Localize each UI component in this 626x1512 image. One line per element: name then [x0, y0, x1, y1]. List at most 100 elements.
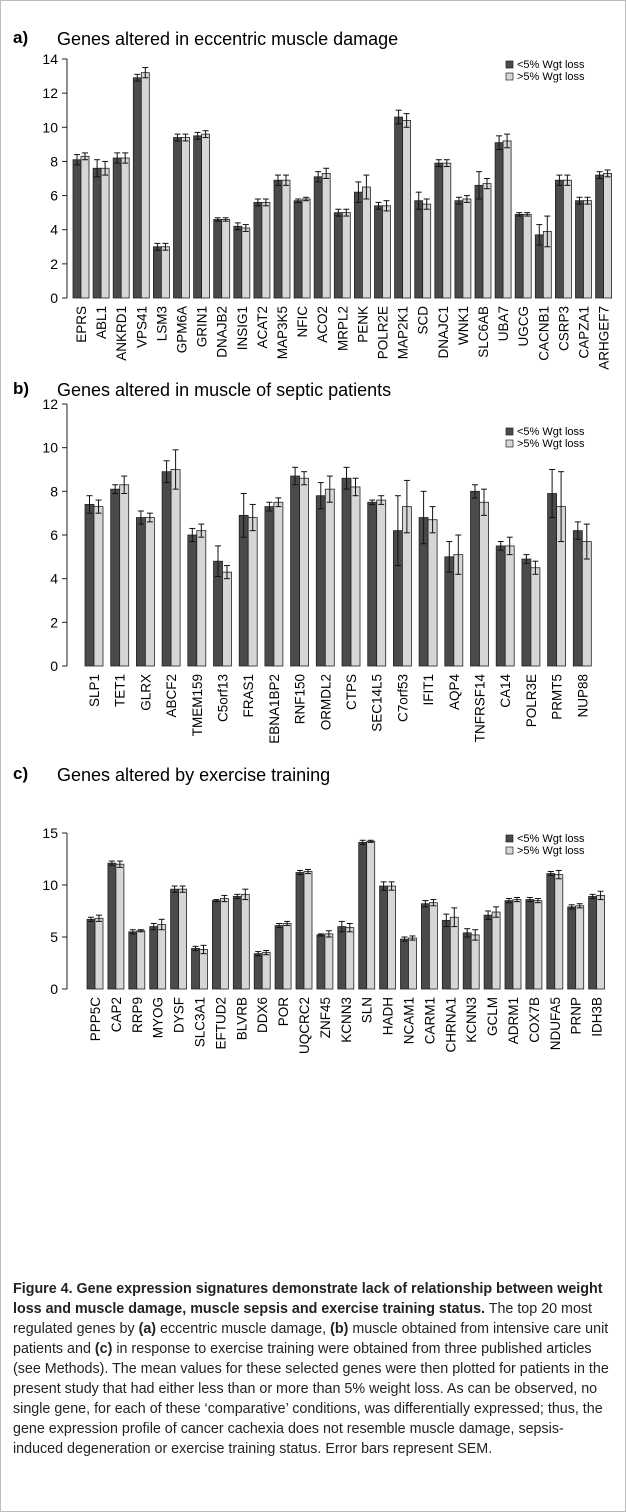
y-tick-label: 12	[42, 85, 58, 101]
bar-series-b	[321, 172, 331, 299]
chart-title: Genes altered in eccentric muscle damage	[57, 29, 398, 49]
panel-letter: b)	[13, 379, 29, 398]
caption-ref-a: (a)	[138, 1321, 157, 1337]
bar-series-b	[119, 484, 130, 667]
x-tick-label: EBNA1BP2	[267, 674, 282, 744]
bar-series-a	[295, 872, 305, 990]
y-tick-label: 10	[42, 440, 58, 456]
legend-swatch-a	[505, 60, 514, 69]
x-tick-label: INSIG1	[235, 306, 250, 350]
y-tick-label: 2	[50, 614, 58, 630]
x-tick-label: ARHGEF7	[597, 306, 612, 370]
bar-series-b	[382, 205, 391, 299]
bar-series-b	[247, 517, 258, 667]
bar-series-a	[495, 545, 506, 667]
bar-series-a	[253, 953, 263, 990]
legend-label-b: >5% Wgt loss	[517, 438, 585, 450]
y-tick-label: 0	[50, 981, 58, 997]
bar-series-a	[110, 488, 121, 667]
bar-series-a	[379, 885, 389, 990]
bar-series-b	[282, 923, 292, 990]
y-tick-label: 10	[42, 119, 58, 135]
x-tick-label: CA14	[498, 674, 513, 708]
bar-series-b	[479, 501, 489, 667]
x-tick-label: SCD	[416, 306, 431, 335]
y-tick-label: 4	[50, 571, 58, 587]
bar-series-a	[232, 896, 242, 990]
bar-series-a	[313, 176, 323, 299]
bar-series-a	[107, 862, 117, 990]
bar-series-b	[115, 863, 125, 990]
x-tick-label: VPS41	[134, 306, 149, 348]
bar-series-b	[241, 227, 251, 299]
x-tick-label: ACO2	[315, 306, 330, 343]
bar-series-b	[522, 213, 532, 299]
caption-text-3: muscle obtained from intensive care unit…	[13, 1321, 609, 1357]
bar-series-b	[366, 840, 376, 990]
bar-series-b	[387, 885, 397, 990]
bar-series-b	[94, 917, 104, 990]
x-tick-label: NDUFA5	[548, 997, 563, 1050]
figure-caption: Figure 4. Gene expression signatures dem…	[13, 1279, 609, 1459]
bar-series-a	[504, 900, 514, 990]
chart-title: Genes altered by exercise training	[57, 765, 330, 785]
x-tick-label: LSM3	[154, 306, 169, 341]
bar-series-a	[149, 926, 159, 990]
bar-series-b	[350, 486, 361, 667]
bar-series-b	[428, 902, 438, 990]
bar-series-a	[290, 475, 301, 667]
bar-series-a	[132, 77, 142, 299]
caption-text-1: The top 20 most regulated genes by	[13, 1301, 593, 1337]
bar-series-a	[420, 903, 430, 990]
bar-series-a	[470, 490, 480, 667]
bar-series-a	[400, 938, 409, 990]
bar-series-b	[324, 933, 334, 990]
bar-series-a	[521, 558, 532, 667]
bar-series-b	[299, 477, 310, 667]
bar-series-b	[261, 952, 271, 990]
y-tick-label: 8	[50, 483, 58, 499]
x-tick-label: C5orf13	[216, 674, 231, 722]
x-tick-label: EPRS	[74, 306, 89, 343]
bar-series-b	[144, 517, 155, 667]
bar-series-a	[525, 899, 535, 990]
x-tick-label: POR	[276, 997, 291, 1027]
y-tick-label: 6	[50, 188, 58, 204]
bar-series-a	[173, 137, 182, 299]
y-tick-label: 8	[50, 153, 58, 169]
x-tick-label: CAPZA1	[577, 306, 592, 359]
bar-series-b	[554, 874, 564, 990]
bar-series-a	[191, 948, 200, 990]
x-tick-label: ADRM1	[506, 997, 521, 1044]
x-tick-label: PRMT5	[550, 674, 565, 720]
bar-series-b	[303, 871, 313, 990]
caption-text-4: in response to exercise training were ob…	[13, 1341, 609, 1457]
bar-series-a	[152, 246, 162, 299]
x-tick-label: KCNN3	[339, 997, 354, 1043]
bar-series-a	[337, 926, 347, 990]
y-tick-label: 10	[42, 877, 58, 893]
bar-series-b	[240, 893, 250, 990]
x-tick-label: GRIN1	[195, 306, 210, 347]
bar-series-a	[595, 174, 604, 299]
bar-series-b	[575, 905, 585, 990]
bar-series-a	[441, 919, 451, 990]
x-tick-label: DYSF	[172, 997, 187, 1033]
caption-text-2: eccentric muscle damage,	[156, 1321, 331, 1337]
x-tick-label: ZNF45	[318, 997, 333, 1038]
bar-series-a	[462, 932, 472, 990]
bar-series-b	[581, 541, 592, 667]
bar-series-a	[547, 493, 557, 667]
x-tick-label: DDX6	[255, 997, 270, 1033]
bar-series-a	[555, 179, 564, 299]
x-tick-label: UQCRC2	[297, 997, 312, 1054]
bar-series-a	[187, 534, 198, 667]
panel-letter: a)	[13, 28, 28, 47]
bar-series-b	[442, 162, 452, 299]
bar-series-a	[514, 213, 524, 299]
bar-series-a	[367, 501, 378, 667]
chart-title: Genes altered in muscle of septic patien…	[57, 380, 391, 400]
x-tick-label: AQP4	[447, 674, 462, 711]
bar-series-b	[502, 140, 512, 299]
